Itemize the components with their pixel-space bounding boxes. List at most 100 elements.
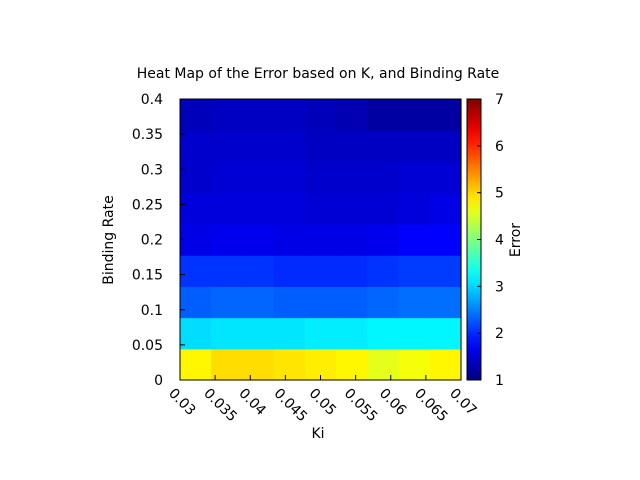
x-tick-label: 0.045 (271, 386, 311, 426)
heatmap-cells (180, 99, 462, 381)
heatmap-cell (336, 348, 368, 381)
heatmap-cell (211, 286, 244, 319)
colorbar-tick-label: 7 (495, 92, 504, 108)
heatmap-cell (336, 223, 368, 256)
heatmap-cell (242, 161, 275, 194)
x-axis-label: Ki (311, 426, 324, 442)
heatmap-cell (336, 192, 368, 225)
y-tick-label: 0.4 (141, 92, 163, 108)
colorbar-tick-label: 6 (495, 139, 504, 155)
colorbar-ticks: 1 2 3 4 5 6 7 (477, 92, 504, 389)
heatmap-cell (180, 223, 212, 256)
heatmap-cell (398, 223, 431, 256)
heatmap-cell (367, 161, 400, 194)
colorbar-tick-label: 1 (495, 373, 504, 389)
heatmap-cell (211, 192, 244, 225)
heatmap-cell (273, 348, 306, 381)
heatmap-cell (242, 317, 275, 350)
heatmap-cell (211, 161, 244, 194)
heatmap-cell (398, 99, 431, 131)
heatmap-cell (398, 130, 431, 163)
heatmap-cell (367, 255, 400, 287)
heatmap-cell (429, 192, 462, 225)
heatmap-cell (304, 130, 337, 163)
x-tick-label: 0.07 (446, 386, 479, 419)
heatmap-cell (429, 348, 462, 381)
heatmap-cell (180, 130, 212, 163)
y-tick-label: 0.1 (141, 303, 163, 319)
heatmap-cell (211, 223, 244, 256)
heatmap-cell (304, 286, 337, 319)
heatmap-cell (429, 99, 462, 131)
heatmap-cell (304, 99, 337, 131)
heatmap-cell (242, 192, 275, 225)
heatmap-cell (367, 130, 400, 163)
x-tick-label: 0.035 (200, 386, 240, 426)
heatmap-cell (273, 317, 306, 350)
y-tick-label: 0.2 (141, 233, 163, 249)
heatmap-cell (429, 130, 462, 163)
heatmap-cell (273, 286, 306, 319)
heatmap-cell (273, 192, 306, 225)
x-tick-label: 0.06 (376, 386, 409, 419)
heatmap-cell (429, 255, 462, 287)
heatmap-cell (211, 317, 244, 350)
heatmap-cell (242, 130, 275, 163)
heatmap-cell (336, 255, 368, 287)
x-tick-label: 0.05 (306, 386, 339, 419)
heatmap-cell (242, 99, 275, 131)
heatmap-cell (336, 317, 368, 350)
heatmap-cell (398, 161, 431, 194)
y-tick-label: 0.25 (132, 197, 163, 213)
y-tick-label: 0.15 (132, 268, 163, 284)
heatmap-cell (242, 348, 275, 381)
x-tick-label: 0.03 (165, 386, 198, 419)
heatmap-cell (211, 99, 244, 131)
heatmap-cell (429, 317, 462, 350)
heatmap-cell (367, 286, 400, 319)
heatmap-cell (398, 192, 431, 225)
heatmap-cell (242, 286, 275, 319)
colorbar-label: Error (508, 223, 524, 257)
heatmap-cell (429, 286, 462, 319)
heatmap-cell (273, 255, 306, 287)
heatmap-cell (429, 161, 462, 194)
heatmap-cell (180, 286, 212, 319)
y-tick-label: 0.05 (132, 338, 163, 354)
heatmap-cell (304, 161, 337, 194)
heatmap-cell (336, 99, 368, 131)
heatmap-cell (242, 223, 275, 256)
heatmap-cell (304, 192, 337, 225)
heatmap-cell (398, 317, 431, 350)
heatmap-cell (336, 161, 368, 194)
heatmap-cell (367, 317, 400, 350)
heatmap-cell (304, 317, 337, 350)
y-axis-ticks: 0 0.05 0.1 0.15 0.2 0.25 0.3 0.35 0.4 (132, 92, 185, 389)
heatmap-cell (211, 130, 244, 163)
heatmap-cell (211, 255, 244, 287)
y-tick-label: 0 (154, 373, 163, 389)
y-axis-label: Binding Rate (101, 195, 117, 284)
heatmap-cell (180, 255, 212, 287)
heatmap-cell (398, 286, 431, 319)
x-tick-label: 0.055 (341, 386, 381, 426)
x-tick-label: 0.065 (411, 386, 451, 426)
chart-title: Heat Map of the Error based on K, and Bi… (137, 66, 500, 82)
heatmap-cell (273, 99, 306, 131)
heatmap-cell (398, 348, 431, 381)
heatmap-cell (273, 130, 306, 163)
colorbar-tick-label: 3 (495, 279, 504, 295)
x-tick-label: 0.04 (235, 386, 268, 419)
heatmap-cell (180, 161, 212, 194)
heatmap-cell (180, 99, 212, 131)
heatmap-cell (367, 223, 400, 256)
heatmap-cell (180, 192, 212, 225)
heatmap-cell (180, 317, 212, 350)
y-tick-label: 0.35 (132, 127, 163, 143)
heatmap-cell (242, 255, 275, 287)
colorbar-tick-label: 2 (495, 326, 504, 342)
heatmap-cell (211, 348, 244, 381)
y-tick-label: 0.3 (141, 162, 163, 178)
